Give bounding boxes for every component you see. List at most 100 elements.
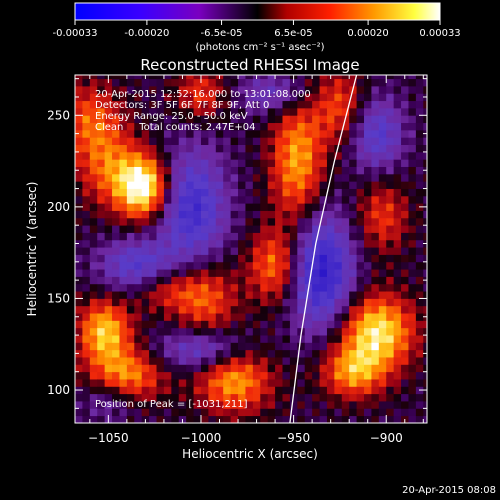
heatmap-cell — [349, 269, 357, 277]
heatmap-cell — [104, 401, 113, 409]
heatmap-cell — [230, 269, 239, 277]
heatmap-cell — [386, 305, 395, 314]
heatmap-cell — [193, 203, 202, 211]
heatmap-cell — [119, 357, 128, 365]
heatmap-cell — [282, 85, 291, 94]
heatmap-cell — [126, 261, 135, 270]
heatmap-cell — [89, 393, 98, 402]
heatmap-cell — [282, 173, 291, 182]
heatmap-cell — [178, 393, 187, 402]
heatmap-cell — [423, 100, 427, 109]
heatmap-cell — [415, 173, 424, 182]
heatmap-cell — [178, 107, 187, 116]
heatmap-cell — [371, 137, 380, 145]
heatmap-cell — [408, 159, 417, 167]
x-axis-label: Heliocentric X (arcsec) — [182, 447, 318, 461]
heatmap-cell — [134, 78, 143, 87]
heatmap-cell — [112, 115, 120, 124]
heatmap-cell — [238, 115, 246, 124]
heatmap-cell — [230, 188, 239, 197]
heatmap-cell — [104, 305, 113, 314]
heatmap-cell — [341, 261, 350, 270]
heatmap-cell — [289, 357, 298, 365]
heatmap-cell — [215, 305, 224, 314]
heatmap-cell — [386, 85, 395, 94]
heatmap-cell — [126, 269, 135, 277]
heatmap-cell — [163, 188, 172, 197]
heatmap-cell — [312, 203, 320, 211]
heatmap-cell — [156, 335, 165, 343]
heatmap-cell — [149, 210, 157, 219]
heatmap-cell — [156, 181, 165, 189]
heatmap-cell — [408, 85, 417, 94]
heatmap-cell — [215, 247, 224, 255]
heatmap-cell — [356, 173, 365, 182]
heatmap-cell — [141, 320, 150, 329]
heatmap-cell — [356, 203, 365, 211]
heatmap-cell — [75, 85, 83, 94]
heatmap-cell — [193, 247, 202, 255]
heatmap-cell — [97, 181, 106, 189]
heatmap-cell — [304, 225, 313, 233]
heatmap-cell — [260, 78, 269, 87]
heatmap-cell — [208, 188, 217, 197]
heatmap-cell — [364, 261, 372, 270]
heatmap-cell — [393, 269, 402, 277]
heatmap-cell — [238, 210, 246, 219]
heatmap-cell — [364, 122, 372, 131]
heatmap-cell — [141, 305, 150, 314]
heatmap-cell — [163, 364, 172, 373]
heatmap-cell — [334, 415, 343, 423]
heatmap-cell — [149, 75, 157, 80]
heatmap-cell — [297, 313, 306, 321]
heatmap-cell — [408, 151, 417, 160]
heatmap-cell — [415, 151, 424, 160]
heatmap-cell — [304, 151, 313, 160]
heatmap-cell — [200, 283, 209, 292]
heatmap-cell — [178, 254, 187, 263]
heatmap-cell — [401, 357, 409, 365]
heatmap-cell — [126, 247, 135, 255]
heatmap-cell — [334, 269, 343, 277]
heatmap-cell — [304, 342, 313, 351]
heatmap-cell — [378, 254, 387, 263]
colorbar-tick-label: -0.00033 — [53, 28, 98, 39]
heatmap-cell — [126, 159, 135, 167]
heatmap-cell — [171, 166, 180, 175]
heatmap-cell — [89, 379, 98, 387]
heatmap-cell — [141, 364, 150, 373]
heatmap-cell — [334, 364, 343, 373]
heatmap-cell — [401, 313, 409, 321]
heatmap-cell — [230, 85, 239, 94]
heatmap-cell — [423, 115, 427, 124]
heatmap-cell — [112, 335, 120, 343]
heatmap-cell — [356, 291, 365, 299]
heatmap-cell — [178, 217, 187, 226]
heatmap-cell — [386, 166, 395, 175]
heatmap-cell — [163, 254, 172, 263]
heatmap-cell — [245, 225, 254, 233]
heatmap-cell — [393, 401, 402, 409]
heatmap-cell — [186, 364, 194, 373]
heatmap-cell — [304, 75, 313, 80]
heatmap-cell — [215, 335, 224, 343]
heatmap-cell — [126, 349, 135, 358]
heatmap-cell — [89, 305, 98, 314]
heatmap-cell — [415, 408, 424, 417]
heatmap-cell — [408, 144, 417, 153]
heatmap-cell — [104, 151, 113, 160]
heatmap-cell — [319, 320, 328, 329]
heatmap-cell — [334, 335, 343, 343]
heatmap-cell — [97, 415, 106, 423]
heatmap-cell — [186, 115, 194, 124]
heatmap-cell — [297, 320, 306, 329]
heatmap-cell — [230, 357, 239, 365]
heatmap-cell — [275, 335, 283, 343]
heatmap-cell — [193, 305, 202, 314]
heatmap-cell — [104, 239, 113, 248]
heatmap-cell — [163, 137, 172, 145]
heatmap-cell — [275, 349, 283, 358]
heatmap-cell — [230, 144, 239, 153]
heatmap-cell — [171, 386, 180, 395]
